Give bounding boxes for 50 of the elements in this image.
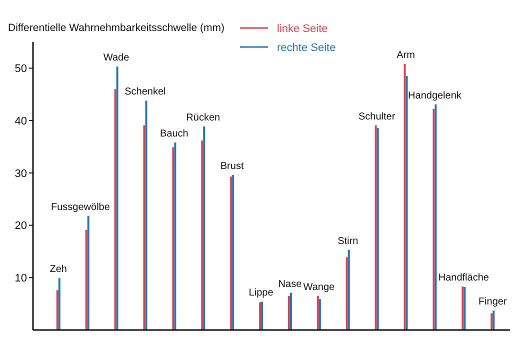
bar [116,66,118,330]
bar [172,147,174,330]
x-tick-label: Schenkel [124,86,166,98]
bar [87,216,90,330]
bar [318,299,321,330]
bar [316,296,319,330]
bar [404,64,406,330]
x-tick-label: Wange [303,282,336,293]
y-tick-label: 20 [14,220,27,232]
x-tick-label: Handgelenk [408,90,462,102]
x-tick-label: Zeh [50,264,67,276]
bar [348,250,350,330]
x-tick-label: Rücken [186,112,220,124]
x-tick-label: Wade [103,52,130,64]
legend-label: rechte Seite [277,42,336,54]
y-tick-label: 50 [14,63,27,76]
bar [374,125,377,330]
x-tick-label: Stirn [338,236,358,247]
y-tick-label: 40 [14,115,27,128]
bar [406,76,408,330]
x-tick-label: Fussgewölbe [51,202,110,213]
bar [432,109,435,330]
bar [201,140,204,330]
legend-label: linke Seite [277,22,328,35]
x-tick-label: Brust [220,161,244,172]
bar [346,257,348,330]
bar [85,230,88,330]
bar [203,126,206,330]
x-tick-label: Lippe [248,288,274,299]
bar [174,142,176,330]
x-tick-label: Arm [396,50,415,61]
bar [434,104,437,330]
bar [145,100,148,330]
bar [114,89,116,330]
x-tick-label: Bauch [160,128,188,140]
bar [288,296,290,330]
x-tick-label: Schulter [358,111,396,122]
bar [290,292,292,330]
x-tick-label: Finger [478,296,508,308]
bar [376,128,379,330]
bar [56,290,58,330]
bar [492,310,495,330]
bar [143,125,146,330]
y-tick-label: 10 [14,272,27,284]
x-tick-label: Handfläche [438,272,490,284]
y-tick-label: 30 [14,168,27,180]
x-tick-label: Nase [278,278,302,290]
bar [490,313,493,330]
y-axis-title: Differentielle Wahrnehmbarkeitsschwelle (mm) [8,22,224,34]
bar [58,278,60,330]
